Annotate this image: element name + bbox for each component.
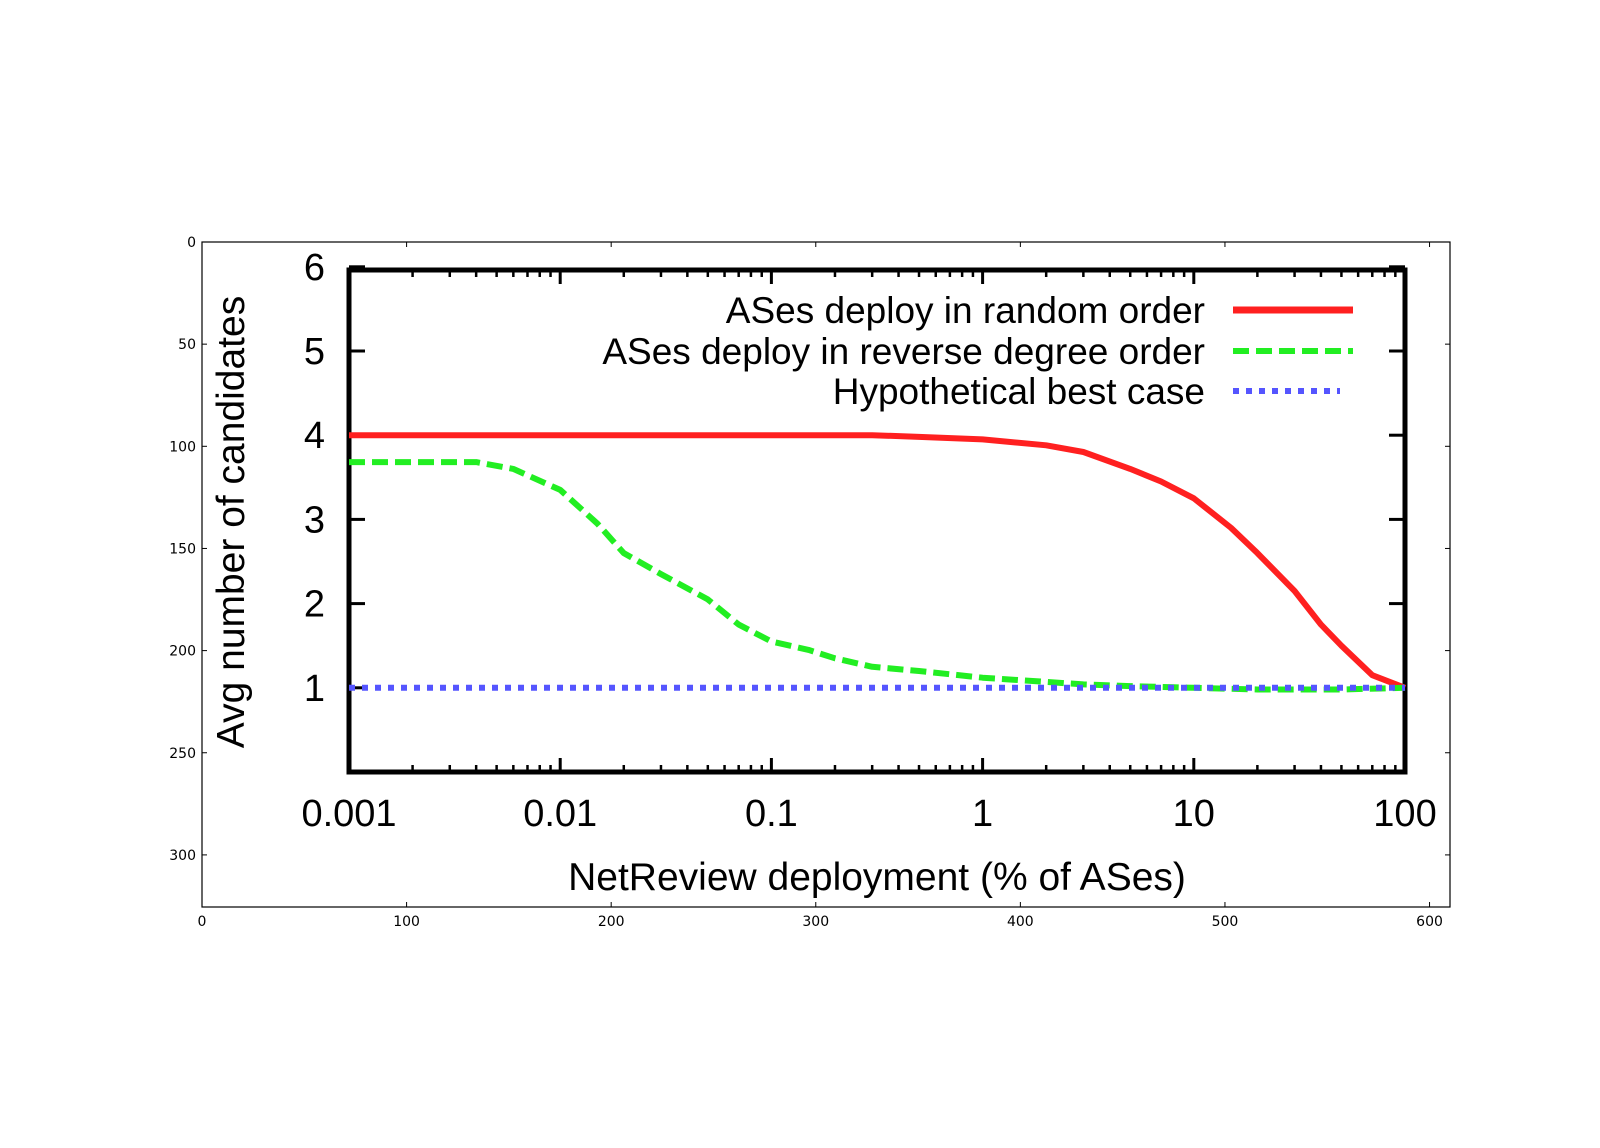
frame-y-tick-label: 150 xyxy=(169,541,196,557)
frame-x-tick-label: 400 xyxy=(1007,914,1034,930)
plot-area xyxy=(346,267,1408,775)
y-tick-label: 2 xyxy=(304,584,325,626)
frame-x-tick-label: 200 xyxy=(598,914,625,930)
x-axis-title: NetReview deployment (% of ASes) xyxy=(568,856,1186,899)
y-tick-label: 1 xyxy=(304,668,325,710)
y-tick-label: 5 xyxy=(304,331,325,373)
frame-x-tick-label: 600 xyxy=(1416,914,1443,930)
x-tick-label: 0.1 xyxy=(745,793,798,835)
y-tick-label: 3 xyxy=(304,499,325,541)
series-layer xyxy=(349,432,1407,693)
y-tick-label: 4 xyxy=(304,415,325,457)
frame-y-tick-label: 300 xyxy=(169,848,196,864)
frame-y-tick-label: 200 xyxy=(169,644,196,660)
frame-x-tick-label: 0 xyxy=(198,914,207,930)
series-line-0 xyxy=(349,432,1407,691)
frame-y-tick-label: 100 xyxy=(169,439,196,455)
x-tick-label: 1 xyxy=(972,793,993,835)
frame-y-tick-label: 50 xyxy=(178,337,196,353)
frame-y-tick-label: 0 xyxy=(187,235,196,251)
legend-label-2: Hypothetical best case xyxy=(833,371,1205,412)
legend-label-0: ASes deploy in random order xyxy=(726,290,1205,331)
x-tick-label: 0.01 xyxy=(523,793,597,835)
y-tick-label: 6 xyxy=(304,247,325,289)
y-axis-title: Avg number of candidates xyxy=(210,296,253,748)
x-tick-label: 0.001 xyxy=(301,793,396,835)
frame-y-tick-label: 250 xyxy=(169,746,196,762)
frame-x-tick-label: 500 xyxy=(1212,914,1239,930)
x-tick-label: 100 xyxy=(1373,793,1436,835)
legend-label-1: ASes deploy in reverse degree order xyxy=(602,331,1205,372)
frame-x-tick-label: 100 xyxy=(393,914,420,930)
series-line-1 xyxy=(349,459,1406,693)
frame-x-tick-label: 300 xyxy=(802,914,829,930)
outer-frame-ticks: 0 100 200 300 400 500 600 0 50 100 150 200 250 300 xyxy=(169,235,1450,930)
x-tick-label: 10 xyxy=(1173,793,1215,835)
